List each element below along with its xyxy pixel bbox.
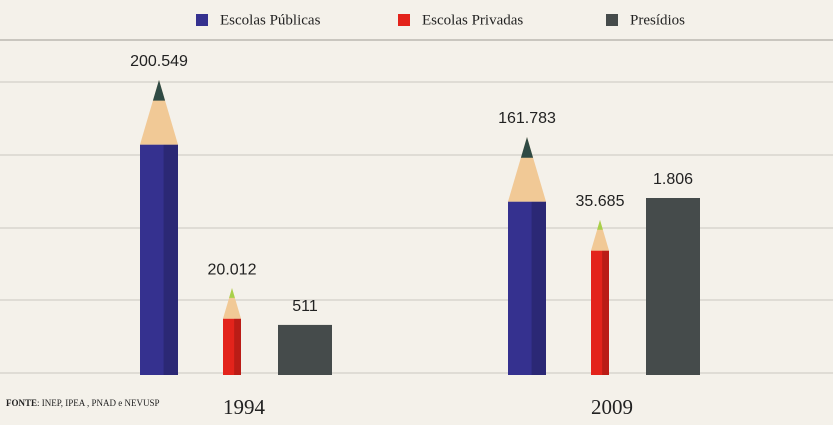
pencil-body <box>591 250 609 375</box>
value-label: 161.783 <box>498 110 556 127</box>
legend-label: Escolas Públicas <box>220 12 321 28</box>
value-label: 200.549 <box>130 53 188 70</box>
pencil-shade <box>531 201 546 375</box>
pencil-lead <box>152 80 166 101</box>
bar-body <box>278 324 332 375</box>
x-tick-label: 1994 <box>223 395 266 419</box>
pencil-wood <box>140 80 178 145</box>
source-text: : INEP, IPEA , PNAD e NEVUSP <box>37 398 160 408</box>
value-label: 511 <box>292 298 318 315</box>
pencil-lead <box>229 288 235 298</box>
legend-swatch <box>196 14 208 26</box>
pencil-wood <box>223 288 241 319</box>
value-label: 20.012 <box>208 261 257 278</box>
value-label: 35.685 <box>576 193 625 210</box>
legend-label: Presídios <box>630 12 685 28</box>
pencil-wood <box>508 137 546 202</box>
legend-swatch <box>606 14 618 26</box>
pencil-shade <box>602 250 609 375</box>
legend-swatch <box>398 14 410 26</box>
source-label: FONTE <box>6 398 37 408</box>
pencil-lead <box>520 137 534 158</box>
legend-label: Escolas Privadas <box>422 12 523 28</box>
value-label: 1.806 <box>653 171 693 188</box>
x-tick-label: 2009 <box>591 395 633 419</box>
pencil-shade <box>163 144 178 375</box>
pencil <box>591 220 609 375</box>
pencil-shade <box>234 318 241 375</box>
pencil <box>140 80 178 375</box>
pencil-body <box>508 201 546 375</box>
pencil-wood <box>591 220 609 251</box>
pencil-body <box>223 318 241 375</box>
bar-body <box>646 198 700 375</box>
pencil <box>223 288 241 375</box>
pencil-body <box>140 144 178 375</box>
pencil <box>508 137 546 375</box>
bar <box>646 198 700 375</box>
bar <box>278 324 332 375</box>
source: FONTE: INEP, IPEA , PNAD e NEVUSP <box>6 398 160 408</box>
pencil-lead <box>597 220 603 230</box>
